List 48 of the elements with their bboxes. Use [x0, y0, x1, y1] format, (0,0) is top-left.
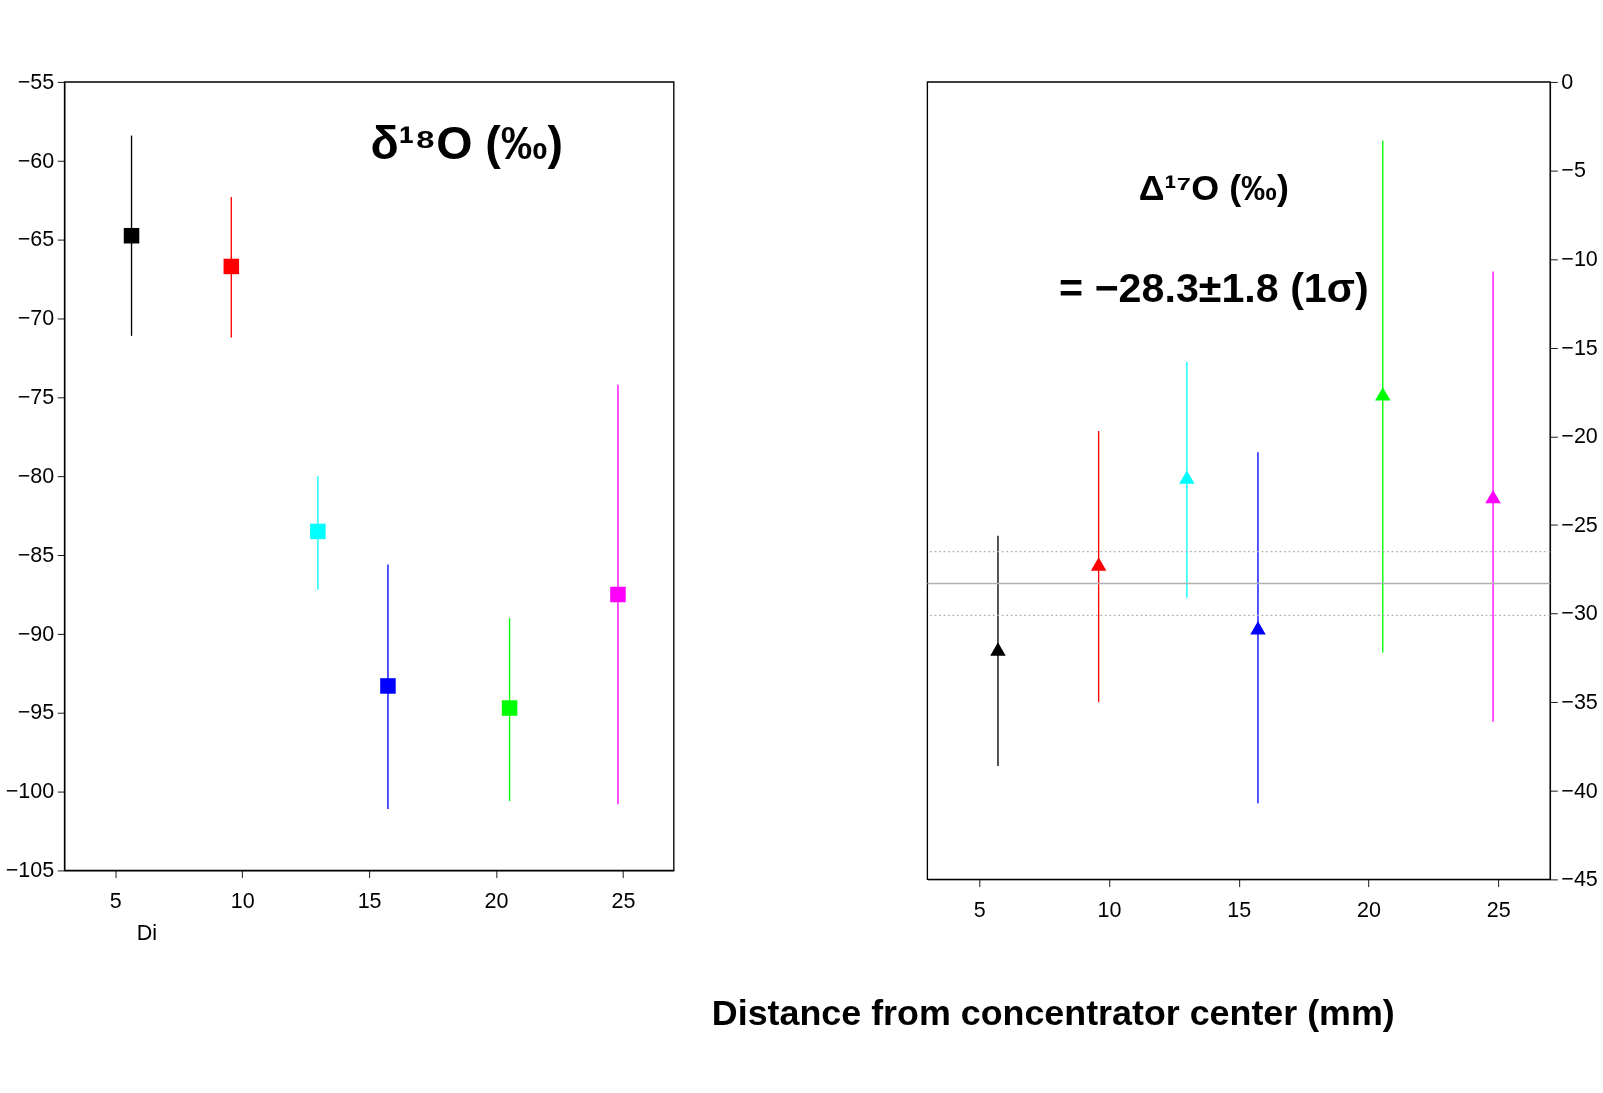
point [1179, 470, 1195, 484]
annotation: = −28.3±1.8 (1σ) [1059, 264, 1369, 311]
y-tick-label: −45 [1561, 867, 1598, 892]
point [223, 258, 240, 275]
x-tick-label: 25 [1486, 897, 1511, 922]
x-tick-label: 25 [611, 888, 636, 913]
y-tick-label: −55 [17, 69, 55, 94]
y-tick-label: −100 [5, 779, 55, 804]
y-tick-label: −15 [1561, 335, 1598, 360]
point [501, 700, 518, 716]
y-tick-label: −40 [1561, 778, 1598, 803]
y-tick-label: −60 [17, 148, 55, 173]
x-tick-label: 15 [1227, 897, 1252, 922]
y-tick-label: −70 [17, 306, 55, 331]
y-tick-label: −10 [1561, 246, 1598, 271]
y-tick-label: −90 [17, 621, 55, 646]
x-tick-label: 10 [1097, 897, 1122, 922]
y-tick-label: −5 [1561, 158, 1586, 183]
annotation: Δ¹⁷O (‰) [1138, 168, 1289, 209]
x-tick-label: 20 [484, 888, 509, 913]
point [1375, 387, 1391, 401]
x-tick-label: 5 [109, 888, 122, 913]
y-tick-label: −80 [17, 463, 55, 488]
y-tick-label: −35 [1561, 689, 1598, 714]
y-tick-label: −85 [17, 542, 55, 567]
x-tick-label: 10 [230, 888, 255, 913]
y-tick-label: −25 [1561, 512, 1598, 537]
point [123, 227, 140, 244]
point [380, 678, 396, 694]
point [1485, 489, 1501, 504]
point [1250, 621, 1266, 635]
y-tick-label: −20 [1561, 424, 1598, 449]
point [310, 523, 326, 540]
x-tick-label: 20 [1356, 897, 1381, 922]
y-tick-label: −105 [5, 858, 55, 883]
point [990, 642, 1006, 656]
x-axis-title: Distance from concentrator center (mm) [711, 993, 1395, 1034]
y-tick-label: −30 [1561, 601, 1598, 626]
y-tick-label: −75 [17, 385, 55, 410]
y-tick-label: 0 [1561, 69, 1574, 94]
y-tick-label: −95 [17, 700, 55, 725]
x-tick-label: 15 [357, 888, 382, 913]
point [1090, 557, 1107, 571]
x-axis-title: Di [136, 920, 157, 945]
x-tick-label: 5 [973, 897, 986, 922]
y-tick-label: −65 [17, 227, 55, 252]
annotation: δ¹⁸O (‰) [370, 117, 563, 170]
point [610, 586, 626, 603]
